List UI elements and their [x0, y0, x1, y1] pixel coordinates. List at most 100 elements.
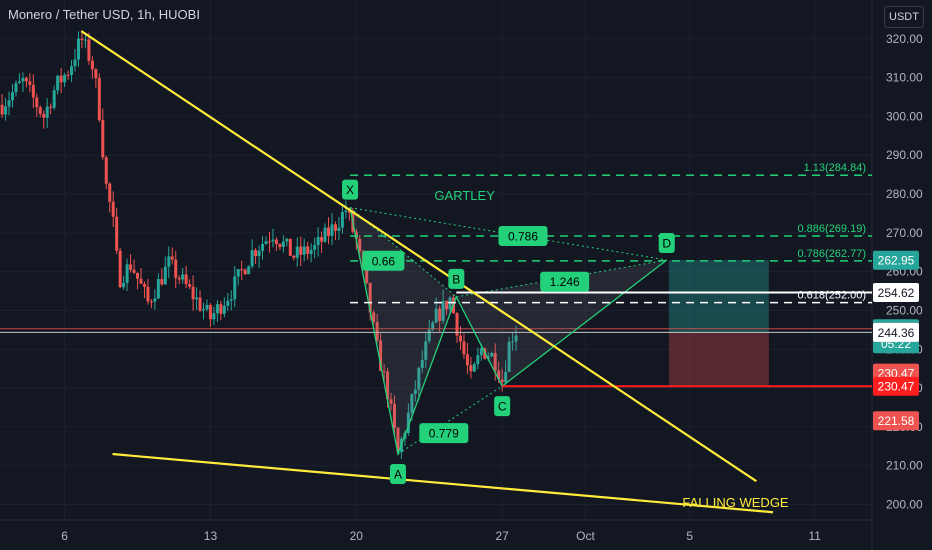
candle-body — [458, 335, 462, 342]
pattern-point-label — [494, 396, 511, 417]
candle-body — [285, 238, 289, 242]
candle-body — [198, 297, 202, 311]
candle-body — [181, 274, 185, 280]
candle-body — [278, 244, 282, 247]
candle-body — [45, 106, 49, 118]
candle-body — [413, 389, 417, 394]
price-tick-label: 270.00 — [886, 226, 923, 240]
candle-body — [372, 312, 376, 323]
candle-body — [125, 264, 129, 284]
candle-body — [250, 250, 254, 267]
price-axis-label-text: 230.47 — [878, 380, 915, 394]
candle-body — [52, 90, 56, 108]
fib-level-label: 0.618(252.00) — [798, 290, 867, 302]
chart-annotation: GARTLEY — [434, 188, 495, 203]
candle-body — [108, 183, 112, 202]
time-tick-label: 13 — [204, 529, 218, 543]
candle-body — [208, 305, 212, 320]
candle-body — [379, 340, 383, 371]
candle-body — [115, 216, 119, 251]
candle-body — [507, 341, 511, 372]
candle-body — [264, 241, 268, 245]
candle-body — [476, 355, 480, 365]
candle-body — [11, 92, 15, 101]
candle-body — [382, 370, 386, 372]
candle-body — [191, 286, 195, 300]
candle-body — [511, 341, 515, 343]
candle-body — [38, 107, 42, 114]
candle-body — [292, 255, 296, 258]
candle-body — [465, 354, 469, 366]
candle-body — [340, 212, 344, 228]
candle-body — [455, 313, 459, 336]
pattern-xb-ratio-line — [349, 207, 457, 298]
price-axis-label-text: 221.58 — [878, 414, 915, 428]
price-axis-label — [873, 376, 919, 396]
candle-body — [66, 74, 70, 76]
candle-body — [333, 224, 337, 231]
candle-body — [195, 297, 199, 300]
candle-body — [386, 371, 390, 400]
candle-body — [167, 256, 171, 267]
time-tick-label: 6 — [61, 529, 68, 543]
pattern-point-text: C — [498, 400, 507, 414]
candle-body — [80, 38, 84, 41]
price-axis-label-text: 254.62 — [878, 286, 915, 300]
ratio-label-text: 1.246 — [550, 275, 580, 289]
pattern-point-text: A — [394, 468, 402, 482]
candle-body — [247, 266, 251, 275]
price-tick-label: 310.00 — [886, 71, 923, 85]
candle-body — [17, 81, 21, 84]
candle-body — [70, 66, 74, 75]
candle-body — [174, 259, 178, 278]
currency-button[interactable]: USDT — [884, 6, 924, 28]
price-axis-label — [873, 411, 919, 431]
candle-body — [76, 38, 80, 60]
candle-body — [111, 201, 115, 217]
candle-body — [21, 77, 25, 82]
candle-body — [35, 97, 39, 108]
price-axis-label — [873, 250, 919, 270]
candle-body — [434, 308, 438, 323]
time-tick-label: Oct — [576, 529, 595, 543]
candle-body — [274, 239, 278, 245]
pattern-ac-ratio-line — [397, 385, 503, 455]
candle-body — [97, 78, 101, 121]
candle-body — [309, 249, 313, 254]
candle-body — [327, 227, 331, 236]
candle-body — [271, 239, 275, 242]
candle-body — [347, 210, 351, 213]
candle-body — [479, 348, 483, 356]
candle-body — [240, 269, 244, 271]
candle-body — [514, 335, 518, 342]
candle-body — [504, 371, 508, 383]
fib-level-label: 0.886(269.19) — [798, 223, 867, 235]
candle-body — [448, 297, 452, 310]
candle-body — [236, 269, 240, 277]
candle-body — [90, 60, 94, 70]
candle-body — [438, 308, 442, 321]
pattern-point-label — [658, 233, 675, 253]
candle-body — [184, 274, 188, 285]
candle-body — [445, 300, 449, 310]
candle-body — [4, 106, 8, 115]
candle-body — [323, 227, 327, 242]
price-tick-label: 200.00 — [886, 497, 923, 511]
candle-body — [188, 284, 192, 287]
candle-body — [160, 279, 164, 285]
candle-body — [142, 283, 146, 287]
fib-level-label: 1.13(284.84) — [804, 162, 866, 174]
candle-body — [431, 322, 435, 330]
candle-body — [257, 250, 261, 257]
candle-body — [368, 282, 372, 313]
candle-body — [59, 75, 63, 83]
pattern-point-label — [342, 179, 359, 200]
candle-body — [417, 367, 421, 390]
candle-body — [354, 231, 358, 239]
candle-body — [132, 269, 136, 273]
price-tick-label: 300.00 — [886, 109, 923, 123]
candle-body — [94, 69, 98, 79]
candle-body — [427, 329, 431, 342]
